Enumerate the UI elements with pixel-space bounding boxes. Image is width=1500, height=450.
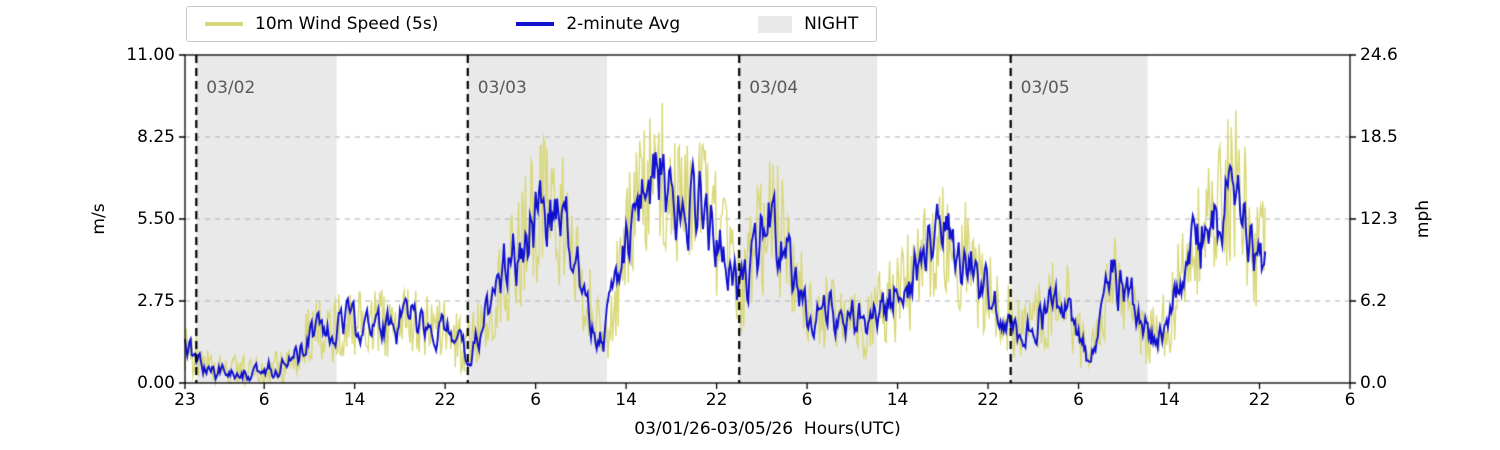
x-tick-label: 6 xyxy=(1344,390,1356,410)
legend-item-wind-5s: 10m Wind Speed (5s) xyxy=(205,14,438,34)
y-left-tick-label: 11.00 xyxy=(126,45,175,65)
y-right-tick-label: 12.3 xyxy=(1360,209,1398,229)
x-tick-label: 6 xyxy=(1073,390,1084,410)
x-tick-label: 6 xyxy=(258,390,270,410)
x-tick-label: 22 xyxy=(705,390,728,410)
x-tick-label: 14 xyxy=(615,390,637,410)
y-left-tick-label: 8.25 xyxy=(137,127,175,147)
day-marker-label: 03/04 xyxy=(749,78,799,98)
legend-label-wind-5s: 10m Wind Speed (5s) xyxy=(255,14,439,34)
y-right-tick-label: 0.0 xyxy=(1360,373,1388,393)
x-tick-label: 14 xyxy=(1158,390,1180,410)
x-tick-label: 6 xyxy=(530,390,542,410)
y-left-tick-label: 5.50 xyxy=(137,209,175,229)
x-tick-label: 22 xyxy=(434,390,456,410)
y-axis-label-mph: mph xyxy=(1413,199,1433,239)
day-marker-label: 03/02 xyxy=(206,78,256,98)
y-right-tick-label: 6.2 xyxy=(1360,291,1388,311)
x-tick-label: 23 xyxy=(174,390,196,410)
x-tick-label: 14 xyxy=(886,390,909,410)
y-left-tick-label: 0.00 xyxy=(137,373,175,393)
y-left-tick-label: 2.75 xyxy=(137,291,175,311)
day-marker-label: 03/03 xyxy=(477,78,527,98)
y-right-tick-label: 24.6 xyxy=(1360,45,1398,65)
x-tick-label: 6 xyxy=(801,390,813,410)
x-tick-label: 22 xyxy=(1248,390,1271,410)
x-tick-label: 22 xyxy=(977,390,999,410)
day-marker-label: 03/05 xyxy=(1020,78,1070,98)
y-axis-label-ms: m/s xyxy=(89,203,109,235)
wind-5s-line-swatch xyxy=(205,22,243,26)
chart-legend: 10m Wind Speed (5s) 2-minute Avg NIGHT xyxy=(186,6,878,42)
legend-item-2min-avg: 2-minute Avg xyxy=(516,14,680,34)
y-right-tick-label: 18.5 xyxy=(1360,127,1398,147)
legend-item-night: NIGHT xyxy=(758,14,858,34)
night-patch-swatch xyxy=(758,15,793,33)
legend-label-night: NIGHT xyxy=(804,14,859,34)
legend-label-2min-avg: 2-minute Avg xyxy=(566,14,681,34)
avg-line-swatch xyxy=(516,22,555,26)
x-axis-label: 03/01/26-03/05/26 Hours(UTC) xyxy=(634,419,901,439)
x-tick-label: 14 xyxy=(343,390,366,410)
